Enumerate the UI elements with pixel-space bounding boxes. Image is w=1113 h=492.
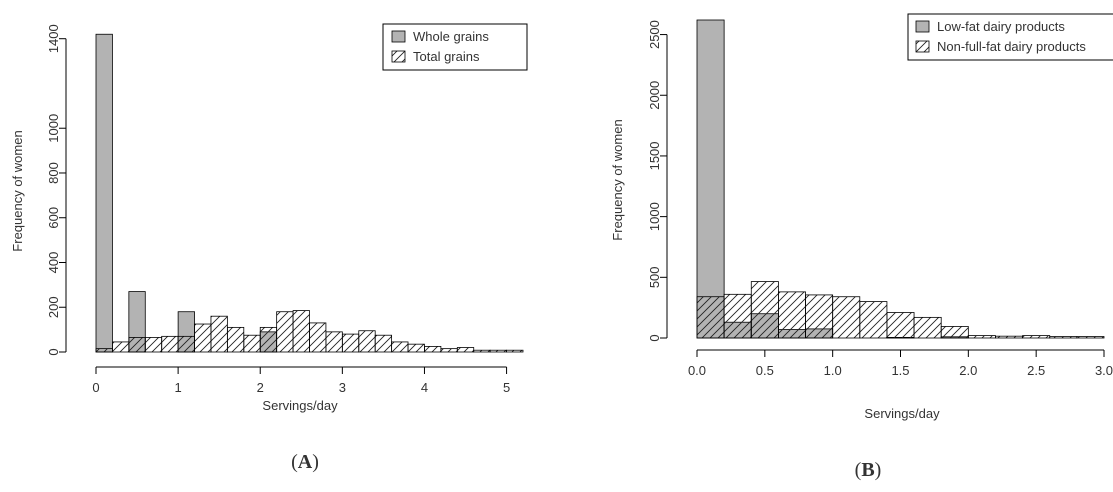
chart-a-bar-series-0-bin-0	[95, 33, 113, 353]
chart-b-bar-series-1-bin-14	[1076, 336, 1105, 339]
chart-a-bars	[95, 33, 524, 353]
chart-b-x-tick-label: 0.0	[688, 363, 706, 378]
chart-a-bar-series-1-bin-10	[259, 326, 278, 353]
chart-b-legend-label-non-full-fat: Non-full-fat dairy products	[937, 39, 1086, 54]
chart-a-x-tick-label: 5	[503, 380, 510, 395]
chart-a-bar-series-1-bin-21	[440, 348, 458, 353]
chart-b-bar-series-1-bin-1	[723, 293, 752, 339]
chart-a-x-tick-label: 0	[92, 380, 99, 395]
chart-b-bar-series-1-bin-8	[913, 316, 942, 339]
chart-b-bars	[696, 19, 1105, 339]
chart-a-bar-series-1-bin-15	[341, 333, 360, 353]
chart-b-y-tick-label: 1000	[647, 202, 662, 231]
chart-a-bar-series-1-bin-19	[407, 343, 425, 353]
chart-a-bar-series-1-bin-17	[374, 334, 393, 353]
chart-b-x-tick-label: 1.5	[891, 363, 909, 378]
chart-a-bar-series-1-bin-23	[473, 349, 491, 353]
chart-b-bar-series-1-bin-3	[778, 291, 806, 339]
chart-a-bar-series-1-bin-0	[95, 348, 113, 353]
chart-b-legend-box	[907, 13, 1113, 61]
chart-a-x-tick-label: 2	[257, 380, 264, 395]
chart-b-x-tick-label: 2.0	[959, 363, 977, 378]
chart-a-bar-series-1-bin-2	[128, 337, 146, 353]
chart-b-bar-series-0-bin-0	[696, 19, 725, 339]
chart-b-panel-label: (B)	[855, 459, 882, 481]
chart-a-legend-label-total-grains: Total grains	[413, 49, 480, 64]
chart-b-bar-series-1-bin-6	[859, 301, 888, 339]
chart-a-bar-series-1-bin-25	[506, 349, 524, 353]
chart-a-bar-series-1-bin-5	[177, 335, 195, 353]
chart-a-legend-label-whole-grains: Whole grains	[413, 29, 489, 44]
chart-a-x-tick-label: 4	[421, 380, 428, 395]
chart-a-bar-series-1-bin-6	[194, 323, 212, 353]
chart-a-bar-series-1-bin-7	[210, 315, 228, 353]
chart-b-bar-series-1-bin-5	[832, 296, 861, 339]
chart-a-bar-series-1-bin-9	[243, 334, 261, 353]
chart-b-legend-label-low-fat: Low-fat dairy products	[937, 19, 1065, 34]
chart-b-x-tick-label: 2.5	[1027, 363, 1045, 378]
chart-panel-b: 0.0 0.5 1.0 1.5 2.0 2.5 3.0 0 500 1000 1500 2000 250…	[610, 13, 1113, 481]
chart-a-y-tick-label: 600	[46, 207, 61, 229]
chart-a-y-tick-label: 800	[46, 162, 61, 184]
chart-a-y-tick-label: 1000	[46, 114, 61, 143]
chart-b-y-tick-label: 1500	[647, 141, 662, 170]
chart-b-axes: 0.0 0.5 1.0 1.5 2.0 2.5 3.0 0 500 1000 1500 2000 250…	[647, 20, 1113, 378]
chart-a-bar-series-1-bin-11	[276, 311, 294, 353]
chart-b-y-tick-label: 500	[647, 266, 662, 288]
chart-a-bar-series-1-bin-24	[489, 349, 507, 353]
chart-b-bar-series-1-bin-9	[940, 326, 969, 339]
chart-a-x-tick-label: 1	[174, 380, 181, 395]
chart-b-y-tick-label: 0	[647, 334, 662, 341]
chart-a-bar-series-1-bin-20	[424, 346, 442, 353]
chart-b-y-tick-label: 2500	[647, 20, 662, 49]
chart-a-bar-series-1-bin-18	[391, 341, 409, 353]
chart-b-bar-series-1-bin-10	[967, 335, 996, 339]
chart-a-panel-label: (A)	[291, 451, 319, 473]
chart-a-legend-swatch-whole-grains	[391, 30, 406, 43]
chart-b-legend: Low-fat dairy products Non-full-fat dair…	[907, 13, 1113, 61]
chart-b-bar-series-1-bin-13	[1049, 336, 1078, 339]
chart-a-bar-series-1-bin-4	[161, 335, 179, 353]
chart-a-bar-series-1-bin-13	[309, 322, 327, 353]
chart-a-y-tick-label: 200	[46, 296, 61, 318]
chart-a-xlabel: Servings/day	[262, 398, 338, 413]
chart-a-axes: 0 1 2 3 4 5 0 200 400 600 800 1000 1400	[46, 24, 510, 395]
chart-b-bar-series-1-bin-0	[696, 296, 725, 339]
chart-a-bar-series-1-bin-3	[144, 337, 163, 353]
chart-b-legend-swatch-low-fat	[915, 20, 930, 33]
chart-b-bar-series-1-bin-4	[805, 294, 834, 339]
chart-a-legend-swatch-total-grains	[391, 50, 406, 63]
chart-b-ylabel: Frequency of women	[610, 119, 625, 240]
chart-b-x-tick-label: 0.5	[756, 363, 774, 378]
chart-a-bar-series-1-bin-14	[325, 331, 343, 353]
chart-b-bar-series-1-bin-7	[886, 312, 915, 339]
chart-b-legend-swatch-non-full-fat	[915, 40, 930, 53]
chart-a-bar-series-1-bin-12	[292, 310, 310, 353]
chart-a-y-tick-label: 400	[46, 252, 61, 274]
chart-a-y-tick-label: 0	[46, 348, 61, 355]
chart-a-y-tick-label: 1400	[46, 24, 61, 53]
chart-a-bar-series-1-bin-16	[358, 330, 376, 353]
chart-a-bar-series-1-bin-1	[112, 341, 130, 353]
chart-b-x-tick-label: 3.0	[1095, 363, 1113, 378]
chart-a-legend-box	[382, 23, 528, 71]
chart-b-bar-series-1-bin-11	[995, 335, 1023, 339]
chart-a-ylabel: Frequency of women	[10, 130, 25, 251]
chart-b-x-tick-label: 1.0	[824, 363, 842, 378]
chart-a-bar-series-1-bin-8	[226, 326, 245, 353]
chart-b-bar-series-1-bin-2	[750, 281, 779, 339]
chart-b-y-tick-label: 2000	[647, 81, 662, 110]
chart-a-legend: Whole grains Total grains	[382, 23, 528, 71]
chart-a-bar-series-1-bin-22	[456, 347, 475, 353]
chart-b-xlabel: Servings/day	[864, 406, 940, 421]
chart-panel-a: 0 1 2 3 4 5 0 200 400 600 800 1000 1400 Frequency of…	[10, 23, 528, 473]
chart-b-bar-series-1-bin-12	[1022, 335, 1051, 339]
chart-a-x-tick-label: 3	[339, 380, 346, 395]
